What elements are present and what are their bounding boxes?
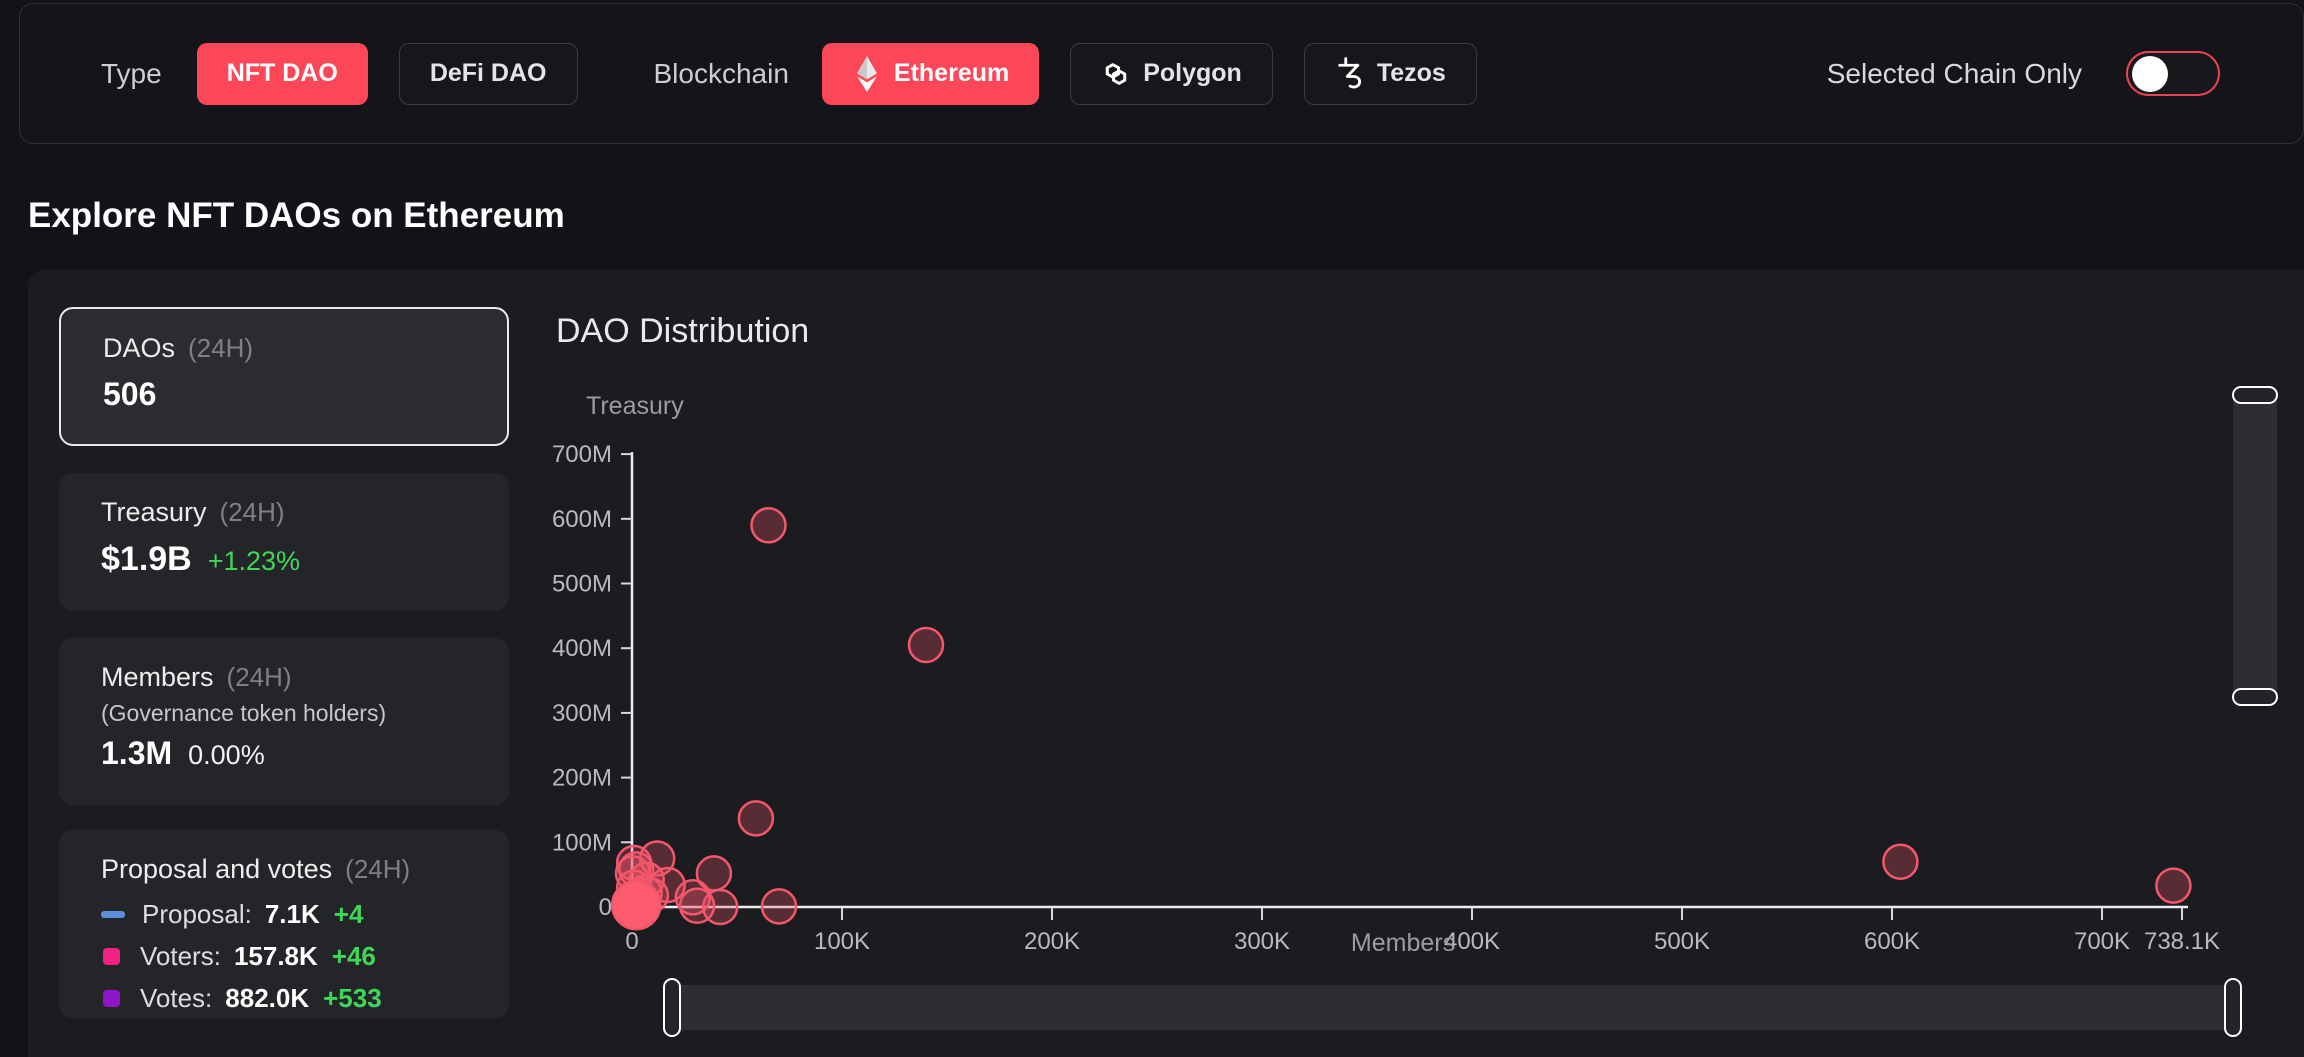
members-card-title: Members xyxy=(101,662,214,692)
members-card-subtitle: (Governance token holders) xyxy=(101,700,387,726)
voters-row-value: 157.8K xyxy=(233,941,318,971)
chain-option-polygon-label: Polygon xyxy=(1143,59,1242,87)
polygon-icon xyxy=(1101,59,1131,89)
stat-card-treasury[interactable]: Treasury (24H) $1.9B +1.23% xyxy=(59,473,509,611)
type-option-defi-dao[interactable]: DeFi DAO xyxy=(398,42,578,105)
proposal-row-delta: +4 xyxy=(333,899,364,929)
main-panel: DAOs (24H) 506 Treasury (24H) $1.9B +1.2… xyxy=(28,270,2304,1057)
proposal-votes-card-period: (24H) xyxy=(345,854,411,884)
treasury-card-title: Treasury xyxy=(101,497,207,527)
scatter-point[interactable] xyxy=(695,855,733,892)
page-title: Explore NFT DAOs on Ethereum xyxy=(28,196,565,235)
members-card-value: 1.3M xyxy=(101,735,173,771)
treasury-range-slider-track[interactable] xyxy=(2233,390,2277,702)
ethereum-icon xyxy=(852,55,882,92)
scatter-point[interactable] xyxy=(701,888,739,926)
proposal-row-value: 7.1K xyxy=(264,899,320,929)
scatter-point[interactable] xyxy=(760,888,798,925)
members-range-slider-handle-right[interactable] xyxy=(2224,978,2242,1037)
scatter-point[interactable] xyxy=(1882,843,1919,880)
scatter-point[interactable] xyxy=(737,800,775,837)
members-range-slider-track[interactable] xyxy=(664,985,2240,1030)
stat-card-members[interactable]: Members (24H) (Governance token holders)… xyxy=(59,638,509,805)
scatter-point[interactable] xyxy=(907,626,945,664)
proposal-dash-marker-icon xyxy=(101,911,125,918)
members-card-change: 0.00% xyxy=(188,740,265,770)
treasury-card-value: $1.9B xyxy=(101,540,192,578)
daos-card-title: DAOs xyxy=(103,333,176,363)
chart-title: DAO Distribution xyxy=(556,312,810,350)
chain-option-ethereum-label: Ethereum xyxy=(893,59,1010,87)
members-range-slider-handle-left[interactable] xyxy=(663,978,681,1037)
daos-card-period: (24H) xyxy=(188,333,254,363)
selected-chain-only-group: Selected Chain Only xyxy=(1827,51,2220,96)
voters-row: Voters: 157.8K +46 xyxy=(101,941,467,972)
voters-row-label: Voters: xyxy=(140,941,221,971)
chain-option-tezos[interactable]: Tezos xyxy=(1303,42,1477,105)
type-option-defi-dao-label: DeFi DAO xyxy=(429,59,547,87)
votes-row-delta: +533 xyxy=(323,983,382,1013)
selected-chain-only-label: Selected Chain Only xyxy=(1826,57,2082,89)
votes-row: Votes: 882.0K +533 xyxy=(101,983,467,1014)
daos-card-value: 506 xyxy=(103,376,157,412)
treasury-range-slider-handle-top[interactable] xyxy=(2232,386,2278,404)
scatter-point[interactable] xyxy=(610,879,662,931)
treasury-range-slider-handle-bottom[interactable] xyxy=(2232,688,2278,706)
stat-card-daos[interactable]: DAOs (24H) 506 xyxy=(59,307,509,446)
type-option-nft-dao[interactable]: NFT DAO xyxy=(196,42,368,105)
treasury-card-period: (24H) xyxy=(219,497,285,527)
scatter-point[interactable] xyxy=(750,507,787,544)
type-label: Type xyxy=(101,57,162,89)
votes-row-value: 882.0K xyxy=(225,983,310,1013)
chain-option-ethereum[interactable]: Ethereum xyxy=(821,42,1040,105)
voters-row-delta: +46 xyxy=(331,941,376,971)
proposal-votes-card-title: Proposal and votes xyxy=(101,854,333,884)
chain-option-tezos-label: Tezos xyxy=(1376,59,1446,87)
proposal-row-label: Proposal: xyxy=(142,899,252,929)
voters-square-marker-icon xyxy=(103,948,120,965)
scatter-point[interactable] xyxy=(2155,867,2192,904)
votes-row-label: Votes: xyxy=(140,983,213,1013)
chain-option-polygon[interactable]: Polygon xyxy=(1070,42,1273,105)
selected-chain-only-toggle[interactable] xyxy=(2126,51,2220,96)
filter-bar: Type NFT DAO DeFi DAO Blockchain Ethereu… xyxy=(19,3,2304,144)
treasury-card-change: +1.23% xyxy=(207,546,301,576)
votes-square-marker-icon xyxy=(103,990,120,1007)
members-card-period: (24H) xyxy=(226,662,292,692)
toggle-knob xyxy=(2132,55,2168,92)
blockchain-label: Blockchain xyxy=(653,57,789,89)
tezos-icon xyxy=(1335,57,1365,89)
proposal-row: Proposal: 7.1K +4 xyxy=(101,899,467,930)
type-option-nft-dao-label: NFT DAO xyxy=(226,59,338,87)
stat-card-proposal-votes[interactable]: Proposal and votes (24H) Proposal: 7.1K … xyxy=(59,830,509,1018)
